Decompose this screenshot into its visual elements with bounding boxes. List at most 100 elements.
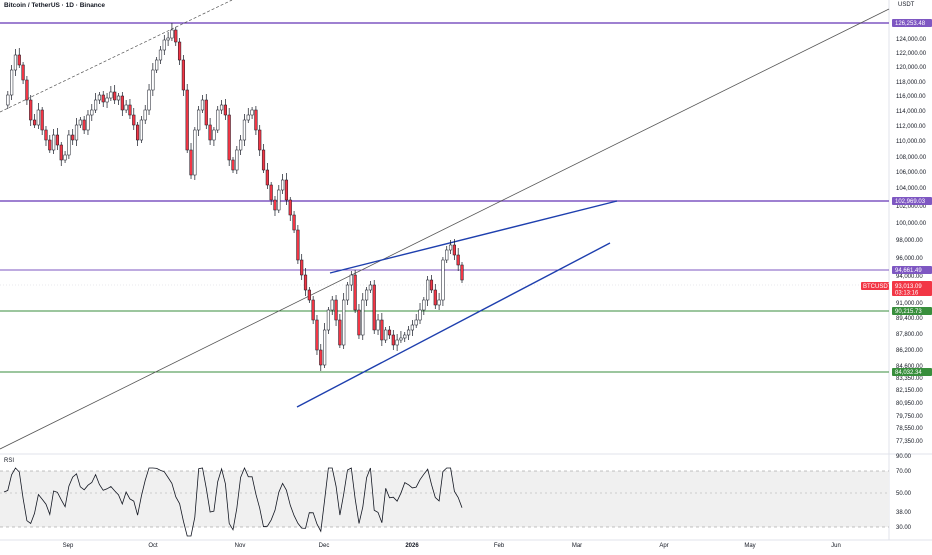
- price-tick-label: 82,150.00: [896, 388, 923, 394]
- candle-body: [32, 119, 37, 126]
- price-tick-label: 110,000.00: [896, 139, 926, 145]
- candle-body: [97, 94, 102, 101]
- candle-body: [296, 229, 300, 261]
- candle-body: [197, 109, 201, 131]
- rsi-tick-label: 70.00: [896, 469, 912, 475]
- candle-body: [239, 139, 243, 151]
- candle-body: [204, 99, 208, 126]
- candle-body: [342, 299, 346, 346]
- candle-body: [349, 274, 353, 286]
- candle-body: [10, 69, 14, 96]
- candle-body: [288, 199, 292, 216]
- rsi-band: [0, 471, 889, 527]
- time-axis-label: Apr: [659, 543, 668, 549]
- candle-body: [181, 59, 185, 91]
- level-price-label: 84,032.34: [895, 370, 922, 376]
- candle-body: [269, 184, 273, 201]
- candle-body: [254, 109, 258, 131]
- candle-body: [429, 279, 434, 291]
- candle-body: [292, 214, 296, 231]
- candle-body: [109, 91, 113, 99]
- candle-body: [208, 124, 212, 141]
- symbol-badge: [861, 282, 889, 290]
- candle-body: [380, 319, 384, 341]
- candle-body: [29, 99, 33, 121]
- level-price-badge: [892, 368, 932, 376]
- rsi-line: [3, 466, 463, 537]
- price-tick-label: 100,000.00: [896, 221, 927, 227]
- candle-body: [6, 94, 10, 106]
- price-tick-label: 91,000.00: [896, 301, 923, 307]
- candle-body: [216, 109, 220, 131]
- candle-body: [300, 259, 304, 276]
- price-tick-label: 102,000.00: [896, 204, 927, 210]
- candle-body: [361, 299, 365, 336]
- time-axis-label: Sep: [63, 543, 74, 549]
- price-tick-label: 118,000.00: [896, 80, 926, 86]
- candle-body: [231, 159, 235, 171]
- candle-body: [406, 329, 411, 336]
- last-price-badge: [892, 281, 932, 296]
- candle-body: [284, 179, 289, 201]
- level-price-label: 94,661.49: [895, 268, 922, 274]
- candle-body: [174, 29, 178, 43]
- candle-body: [250, 109, 254, 116]
- time-axis-label: Feb: [494, 543, 505, 549]
- wedge-lower-line: [296, 242, 611, 408]
- time-axis-label: May: [744, 543, 755, 549]
- candle-body: [135, 124, 140, 141]
- level-price-label: 126,253.48: [895, 21, 926, 27]
- candle-body: [59, 144, 63, 161]
- level-price-label: 90,215.73: [895, 309, 922, 315]
- price-tick-label: 104,000.00: [896, 186, 927, 192]
- candle-body: [384, 329, 388, 341]
- price-tick-label: 116,000.00: [896, 94, 926, 100]
- candle-body: [433, 289, 437, 306]
- price-tick-label: 94,000.00: [896, 274, 923, 280]
- last-price-value: 93,013.09: [895, 284, 922, 290]
- time-axis-label: Nov: [235, 543, 246, 549]
- price-tick-label: 96,000.00: [896, 256, 923, 262]
- candle-body: [44, 129, 48, 141]
- candle-body: [345, 284, 350, 301]
- price-tick-label: 80,950.00: [896, 401, 923, 407]
- time-axis-label: 2026: [405, 543, 419, 549]
- candle-body: [273, 199, 277, 211]
- candle-body: [403, 334, 407, 339]
- rsi-tick-label: 50.00: [896, 491, 912, 497]
- candle-body: [364, 289, 369, 301]
- candle-body: [303, 274, 308, 291]
- candle-body: [357, 309, 361, 336]
- candle-body: [101, 94, 105, 103]
- candle-body: [422, 299, 426, 311]
- candle-body: [223, 104, 227, 116]
- rsi-label: RSI: [4, 458, 15, 464]
- candle-body: [261, 149, 266, 171]
- candle-body: [116, 95, 121, 101]
- candle-body: [452, 244, 456, 256]
- price-tick-label: 120,000.00: [896, 65, 927, 71]
- price-tick-label: 77,350.00: [896, 439, 923, 445]
- level-price-badge: [892, 307, 932, 315]
- candle-body: [319, 349, 323, 366]
- candle-body: [338, 319, 342, 346]
- candle-body: [246, 114, 250, 121]
- candle-body: [177, 41, 182, 61]
- candle-body: [410, 324, 414, 331]
- candle-body: [13, 54, 18, 71]
- time-axis-label: Mar: [572, 543, 582, 549]
- currency-label: USDT: [898, 2, 915, 8]
- candle-body: [90, 109, 94, 116]
- candle-body: [456, 254, 460, 266]
- candle-body: [242, 119, 247, 141]
- price-tick-label: 84,600.00: [896, 364, 923, 370]
- candle-body: [105, 97, 109, 103]
- candle-body: [277, 189, 281, 211]
- price-tick-label: 112,000.00: [896, 124, 926, 130]
- candle-body: [227, 114, 231, 161]
- candle-body: [25, 79, 29, 101]
- candle-body: [82, 119, 86, 131]
- candle-body: [323, 329, 327, 366]
